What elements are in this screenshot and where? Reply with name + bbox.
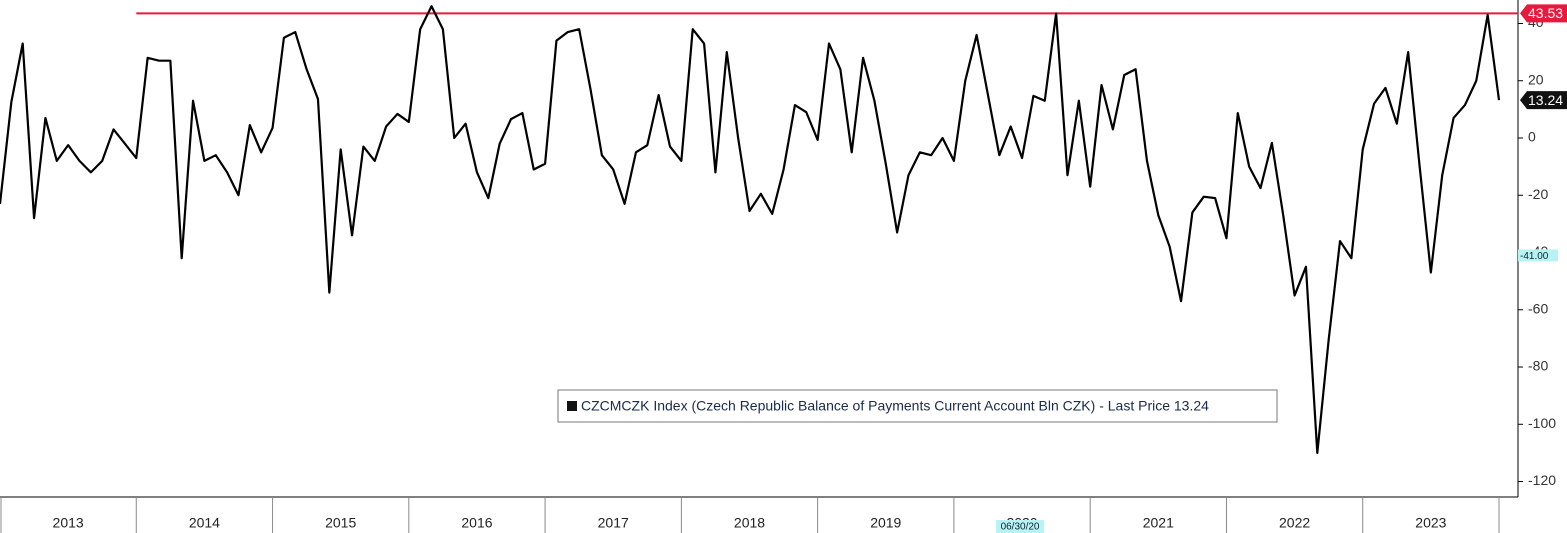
x-tick-label: 2017 xyxy=(598,515,629,531)
x-tick-label: 2019 xyxy=(870,515,901,531)
date-marker: 06/30/20 xyxy=(1001,522,1040,533)
x-tick-label: 2015 xyxy=(325,515,356,531)
x-tick-label: 2016 xyxy=(461,515,492,531)
legend: CZCMCZK Index (Czech Republic Balance of… xyxy=(557,389,1278,423)
y-tick-label: -120 xyxy=(1528,472,1556,488)
x-tick-label: 2014 xyxy=(189,515,220,531)
level-tag-bg xyxy=(1518,249,1558,262)
x-tick-label: 2018 xyxy=(734,515,765,531)
y-tick-label: -80 xyxy=(1528,358,1548,374)
date-marker-bg xyxy=(996,520,1045,533)
legend-label: CZCMCZK Index (Czech Republic Balance of… xyxy=(581,398,1209,414)
y-tick-label: 0 xyxy=(1528,129,1536,145)
data-line xyxy=(0,5,1501,455)
last-price-tag: 13.24 xyxy=(1528,92,1563,108)
y-tick-label: 20 xyxy=(1528,71,1544,87)
last-price-tag-bg xyxy=(1520,91,1567,110)
level-tag: -41.00 xyxy=(1520,251,1549,262)
x-tick-label: 2022 xyxy=(1279,515,1310,531)
x-tick-label: 2023 xyxy=(1415,515,1446,531)
legend-swatch xyxy=(567,401,577,411)
x-tick-label: 2013 xyxy=(53,515,84,531)
y-tick-label: -60 xyxy=(1528,300,1548,316)
y-tick-label: -100 xyxy=(1528,415,1556,431)
max-tag: 43.53 xyxy=(1528,5,1563,21)
y-tick-label: -20 xyxy=(1528,186,1548,202)
legend-box xyxy=(557,389,1278,423)
max-tag-bg xyxy=(1520,4,1567,23)
x-tick-label: 2021 xyxy=(1143,515,1174,531)
